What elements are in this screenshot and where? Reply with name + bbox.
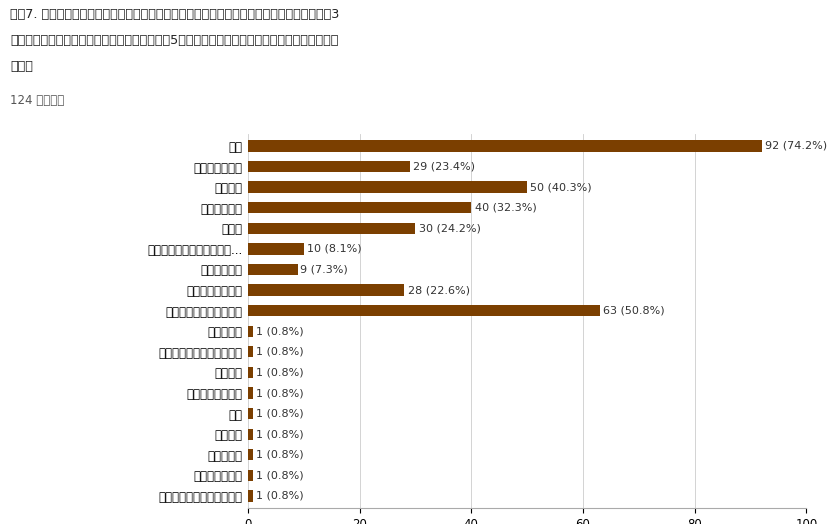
Text: 10 (8.1%): 10 (8.1%) [307, 244, 362, 254]
Bar [248, 387, 254, 399]
Text: 1 (0.8%): 1 (0.8%) [255, 347, 303, 357]
Bar [248, 285, 404, 296]
Bar [248, 264, 298, 275]
Text: つの選択肢を下記から選んでください。（質問5）で選択した国籍の学生を想定してご回答くだ: つの選択肢を下記から選んでください。（質問5）で選択した国籍の学生を想定してご回… [10, 34, 339, 47]
Text: 1 (0.8%): 1 (0.8%) [255, 450, 303, 460]
Text: 28 (22.6%): 28 (22.6%) [407, 285, 470, 295]
Text: 1 (0.8%): 1 (0.8%) [255, 491, 303, 501]
Bar [248, 181, 528, 193]
Text: 40 (32.3%): 40 (32.3%) [475, 203, 537, 213]
Text: 9 (7.3%): 9 (7.3%) [301, 265, 348, 275]
Text: 1 (0.8%): 1 (0.8%) [255, 367, 303, 377]
Bar [248, 140, 762, 151]
Bar [248, 490, 254, 501]
Text: 50 (40.3%): 50 (40.3%) [530, 182, 592, 192]
Text: 92 (74.2%): 92 (74.2%) [765, 141, 827, 151]
Text: 1 (0.8%): 1 (0.8%) [255, 388, 303, 398]
Bar [248, 449, 254, 461]
Bar [248, 470, 254, 481]
Bar [248, 305, 600, 316]
Text: 1 (0.8%): 1 (0.8%) [255, 409, 303, 419]
Bar [248, 161, 410, 172]
Bar [248, 325, 254, 337]
Text: 30 (24.2%): 30 (24.2%) [418, 223, 480, 233]
Bar [248, 408, 254, 419]
Bar [248, 429, 254, 440]
Text: 124 件の回答: 124 件の回答 [10, 94, 65, 107]
Text: 1 (0.8%): 1 (0.8%) [255, 429, 303, 439]
Text: 63 (50.8%): 63 (50.8%) [603, 305, 664, 315]
Text: 1 (0.8%): 1 (0.8%) [255, 326, 303, 336]
Text: 1 (0.8%): 1 (0.8%) [255, 471, 303, 481]
Bar [248, 367, 254, 378]
Bar [248, 346, 254, 357]
Text: さい。: さい。 [10, 60, 33, 73]
Bar [248, 223, 416, 234]
Text: 質問7. 学生が進学先を決める（出願する）に当たって、大きな要因になっていると思われる3: 質問7. 学生が進学先を決める（出願する）に当たって、大きな要因になっていると思… [10, 8, 339, 21]
Text: 29 (23.4%): 29 (23.4%) [413, 161, 475, 171]
Bar [248, 243, 304, 255]
Bar [248, 202, 471, 213]
